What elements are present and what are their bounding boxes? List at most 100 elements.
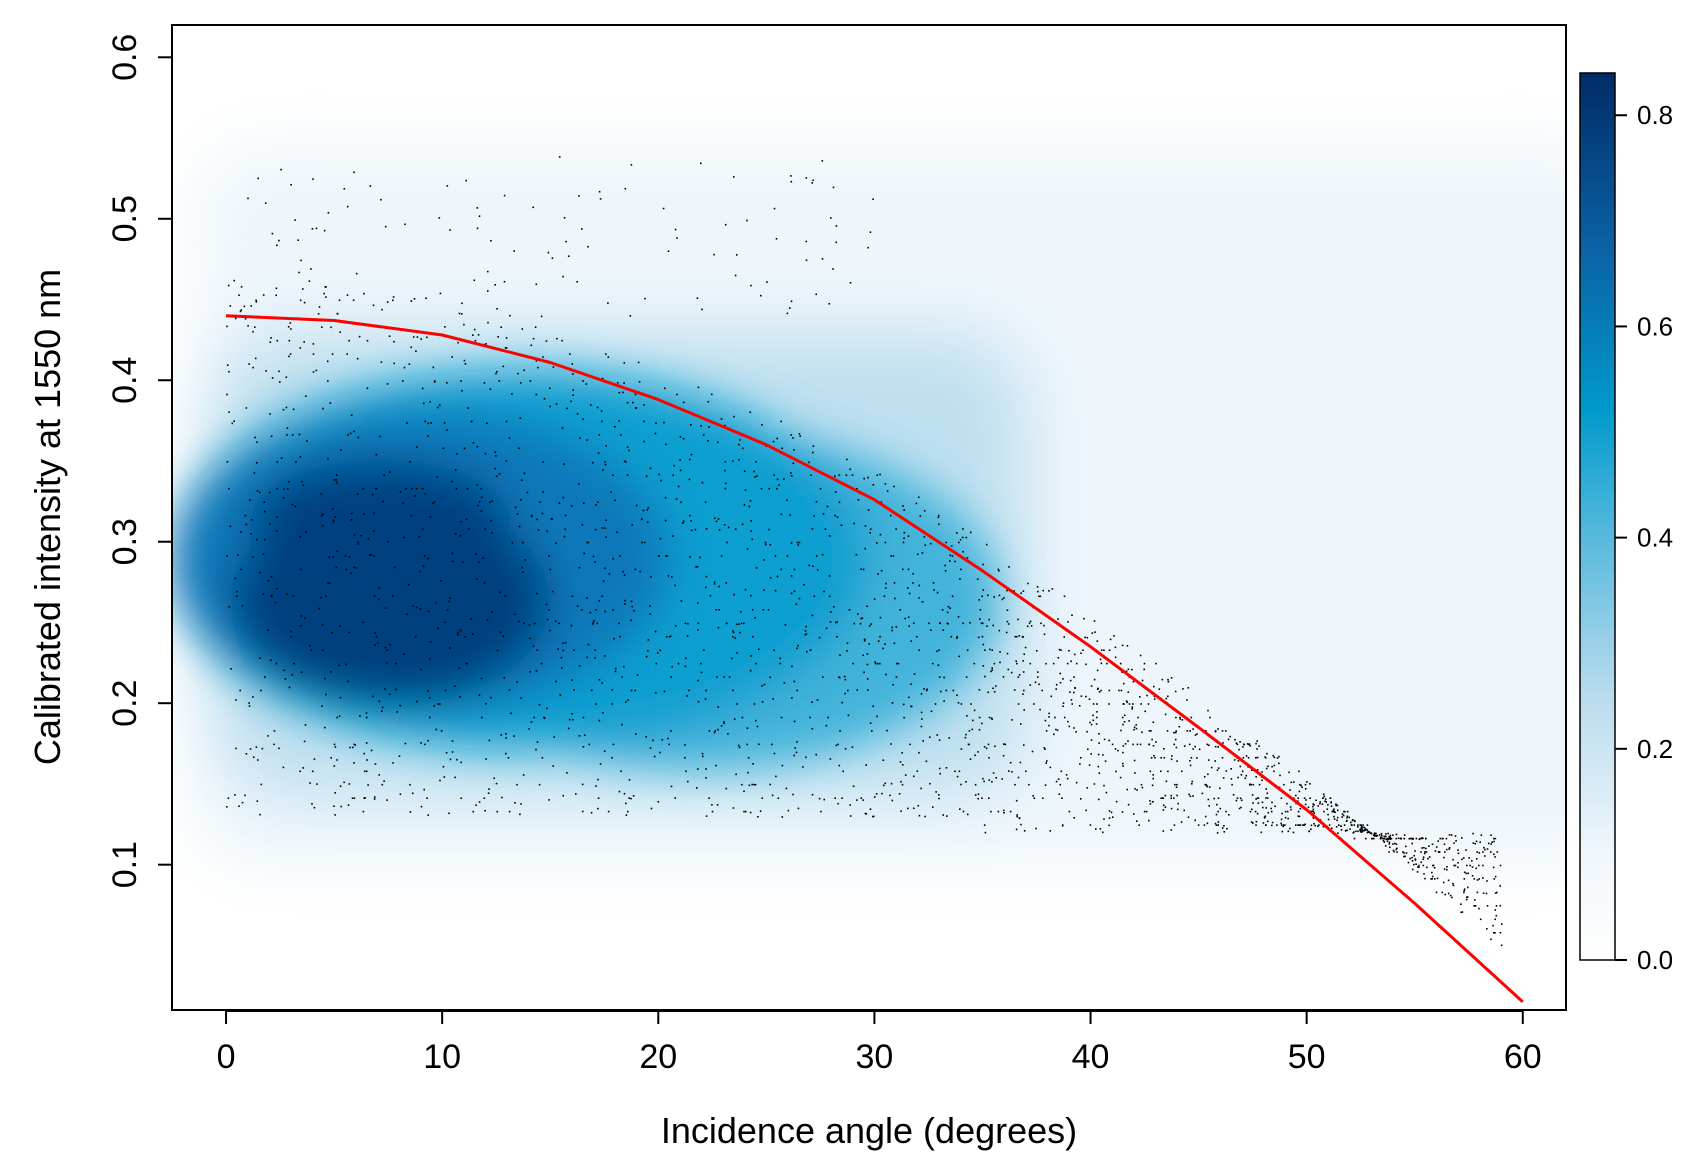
scatter-point <box>1078 705 1081 707</box>
scatter-point <box>949 607 951 609</box>
scatter-point <box>769 543 772 546</box>
scatter-point <box>1002 754 1005 757</box>
scatter-point <box>1366 831 1369 834</box>
scatter-point <box>1164 806 1167 808</box>
scatter-point <box>612 609 614 611</box>
scatter-point <box>1155 662 1157 665</box>
scatter-point <box>237 554 239 556</box>
scatter-point <box>1295 794 1297 797</box>
scatter-point <box>959 808 961 810</box>
scatter-point <box>1102 754 1104 756</box>
scatter-point <box>1197 824 1200 826</box>
scatter-point <box>1128 703 1131 705</box>
scatter-point <box>838 474 841 476</box>
scatter-point <box>280 457 283 459</box>
scatter-point <box>1428 845 1430 847</box>
scatter-point <box>1463 878 1466 880</box>
scatter-point <box>1274 805 1276 808</box>
scatter-point <box>661 738 664 741</box>
scatter-point <box>511 393 513 395</box>
scatter-point <box>1325 801 1327 803</box>
scatter-point <box>1003 597 1005 599</box>
scatter-point <box>675 498 678 500</box>
scatter-point <box>1223 825 1225 827</box>
scatter-point <box>739 439 741 441</box>
scatter-point <box>822 676 824 678</box>
scatter-point <box>1126 645 1129 647</box>
scatter-point <box>805 259 808 262</box>
scatter-point <box>312 371 315 373</box>
scatter-point <box>796 689 798 692</box>
scatter-point <box>1431 843 1434 846</box>
scatter-point <box>634 689 636 692</box>
scatter-point <box>868 643 871 645</box>
scatter-point <box>553 736 555 738</box>
scatter-point <box>684 665 687 668</box>
scatter-point <box>490 240 492 242</box>
scatter-point <box>872 705 874 708</box>
scatter-point <box>235 747 237 750</box>
scatter-point <box>1044 784 1047 786</box>
scatter-point <box>1499 932 1502 934</box>
scatter-point <box>753 703 756 705</box>
scatter-point <box>920 711 923 714</box>
scatter-point <box>427 610 430 613</box>
scatter-point <box>1121 671 1123 673</box>
scatter-point <box>302 288 304 290</box>
scatter-point <box>491 500 494 502</box>
scatter-point <box>498 380 501 382</box>
scatter-point <box>499 631 502 633</box>
scatter-point <box>679 469 682 472</box>
scatter-point <box>599 198 602 200</box>
scatter-point <box>299 770 301 773</box>
scatter-point <box>982 589 985 591</box>
scatter-point <box>983 746 986 748</box>
scatter-point <box>1469 864 1471 867</box>
scatter-point <box>1098 772 1101 774</box>
scatter-point <box>653 755 656 758</box>
scatter-point <box>1108 817 1111 819</box>
scatter-point <box>476 227 479 230</box>
scatter-point <box>1289 827 1291 830</box>
scatter-point <box>262 553 265 555</box>
scatter-point <box>1114 656 1117 659</box>
scatter-point <box>381 783 384 786</box>
scatter-point <box>628 449 630 452</box>
scatter-point <box>1452 858 1454 861</box>
scatter-point <box>353 797 356 799</box>
scatter-point <box>1413 863 1415 866</box>
scatter-point <box>780 716 783 719</box>
scatter-point <box>998 629 1001 632</box>
scatter-point <box>776 487 778 490</box>
scatter-point <box>1131 668 1133 671</box>
scatter-point <box>1050 695 1053 698</box>
scatter-point <box>439 703 441 705</box>
scatter-point <box>1203 824 1206 826</box>
scatter-point <box>1415 863 1417 865</box>
scatter-point <box>427 422 429 425</box>
scatter-point <box>260 783 263 786</box>
scatter-point <box>773 649 775 651</box>
x-tick-label: 60 <box>1504 1038 1542 1076</box>
scatter-point <box>1095 723 1098 725</box>
scatter-point <box>774 555 777 557</box>
scatter-point <box>529 380 532 382</box>
scatter-point <box>1073 676 1075 678</box>
scatter-point <box>612 743 615 746</box>
scatter-point <box>1096 716 1098 719</box>
scatter-point <box>1257 797 1260 799</box>
scatter-point <box>581 783 584 786</box>
scatter-point <box>732 807 735 809</box>
scatter-point <box>228 487 230 490</box>
scatter-point <box>1143 668 1145 671</box>
scatter-point <box>1333 810 1335 813</box>
scatter-point <box>818 636 821 639</box>
scatter-point <box>711 804 713 806</box>
scatter-point <box>520 697 522 699</box>
scatter-point <box>568 718 571 721</box>
scatter-point <box>1096 703 1098 705</box>
scatter-point <box>1186 730 1189 732</box>
scatter-point <box>518 447 520 450</box>
scatter-point <box>875 793 878 795</box>
points-layer <box>226 156 1503 947</box>
